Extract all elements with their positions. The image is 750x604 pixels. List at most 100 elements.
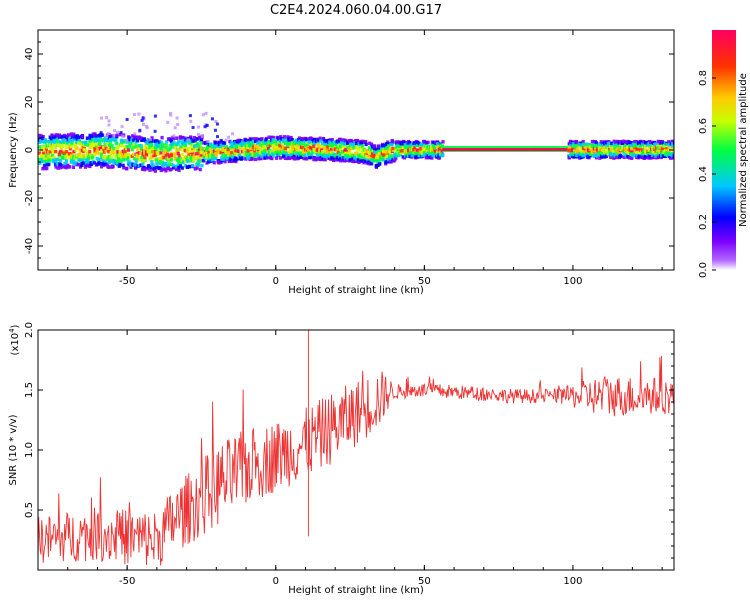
spectrogram-cell — [278, 156, 283, 160]
spectrogram-cell — [574, 139, 579, 144]
spectrogram-cell — [451, 146, 455, 149]
spectrogram-cell — [638, 144, 642, 148]
spectrogram-cell — [631, 148, 635, 153]
spectrogram-cell — [319, 157, 323, 162]
spectrogram-cell — [272, 139, 277, 143]
spectrogram-ytick-label: -40 — [24, 238, 35, 254]
spectrogram-cell — [112, 161, 116, 165]
spectrogram-cell — [143, 151, 147, 155]
spectrogram-cell — [162, 167, 166, 171]
spectrogram-cell — [89, 162, 93, 167]
spectrogram-cell — [333, 147, 337, 151]
spectrogram-cell — [462, 146, 466, 149]
spectrogram-cell — [149, 165, 154, 169]
spectrogram-cell — [434, 140, 438, 145]
spectrogram-cell — [305, 137, 309, 142]
spectrogram-cell — [89, 153, 93, 158]
spectrogram-cell — [609, 155, 613, 159]
spectrogram-cell — [134, 144, 138, 148]
spectrogram-cell — [105, 116, 109, 120]
spectrogram-cell — [344, 151, 348, 155]
spectrogram-cell — [54, 149, 58, 154]
spectrogram-cell — [226, 147, 231, 151]
spectrogram-cell — [69, 142, 74, 146]
spectrogram-cell — [66, 133, 71, 137]
spectrogram-cell — [232, 155, 236, 160]
spectrogram-cell — [38, 151, 42, 155]
spectrogram-cell — [136, 154, 140, 159]
spectrogram-cell — [205, 148, 209, 152]
spectrogram-cell — [201, 158, 205, 163]
spectrogram-cell — [158, 160, 162, 164]
spectrogram-cell — [118, 162, 122, 167]
spectrogram-cell — [153, 158, 157, 162]
spectrogram-cell — [533, 146, 537, 149]
spectrogram-cell — [45, 150, 49, 155]
spectrogram-cell — [118, 150, 122, 154]
spectrogram-cell — [567, 153, 571, 158]
spectrogram-cell — [665, 147, 669, 151]
spectrogram-cell — [223, 159, 227, 164]
spectrogram-cell — [145, 126, 149, 130]
spectrogram-cell — [242, 153, 246, 157]
spectrogram-cell — [119, 138, 123, 143]
spectrogram-cell — [199, 153, 203, 157]
spectrogram-cell — [295, 148, 299, 152]
spectrogram-cell — [178, 164, 183, 168]
spectrogram-cell — [588, 152, 593, 156]
spectrogram-cell — [137, 135, 141, 139]
spectrogram-cell — [39, 135, 43, 139]
spectrogram-cell — [198, 159, 202, 163]
spectrogram-cell — [294, 138, 298, 143]
spectrogram-cell — [626, 150, 630, 155]
spectrogram-cell — [51, 136, 56, 140]
spectrogram-cell — [174, 167, 179, 171]
spectrogram-cell — [257, 146, 261, 150]
spectrogram-cell — [236, 149, 240, 153]
spectrogram-cell — [94, 137, 98, 141]
spectrogram-cell — [223, 141, 227, 145]
spectrogram-cell — [168, 147, 172, 151]
spectrogram-cell — [176, 142, 180, 146]
spectrogram-cell — [69, 144, 74, 149]
spectrogram-cell — [363, 159, 367, 164]
spectrogram-cell — [385, 154, 389, 159]
spectrogram-cell — [281, 154, 286, 158]
spectrogram-cell — [64, 161, 68, 165]
spectrogram-cell — [51, 143, 56, 147]
spectrogram-cell — [110, 165, 114, 169]
spectrogram-cell — [406, 152, 410, 157]
spectrogram-cell — [235, 157, 239, 161]
spectrogram-cell — [83, 165, 88, 169]
spectrogram-cell — [121, 163, 125, 168]
spectrogram-cell — [253, 157, 258, 162]
spectrogram-cell — [161, 142, 165, 147]
spectrogram-cell — [53, 140, 57, 144]
spectrogram-cell — [61, 144, 65, 148]
spectrogram-cell — [93, 152, 97, 156]
spectrogram-cell — [321, 150, 325, 154]
snr-ylabel: SNR (10 * v/v) — [8, 414, 19, 485]
spectrogram-cell — [224, 144, 228, 149]
snr-ytick-label: 2.0 — [24, 322, 35, 338]
spectrogram-cell — [633, 143, 638, 147]
spectrogram-cell — [132, 157, 137, 161]
spectrogram-cell — [125, 145, 129, 149]
spectrogram-cell — [52, 158, 56, 162]
spectrogram-cell — [289, 141, 293, 146]
spectrogram-cell — [235, 141, 239, 145]
spectrogram-cell — [52, 155, 56, 160]
spectrogram-cell — [649, 154, 653, 159]
spectrogram-axes: -50 0 50 100 -40 -20 0 20 40 — [24, 29, 674, 287]
spectrogram-cell — [253, 139, 258, 143]
spectrogram-cell — [191, 125, 195, 129]
spectrogram-cell — [121, 149, 125, 154]
spectrogram-cell — [569, 142, 573, 147]
spectrogram-cell — [169, 113, 173, 117]
spectrogram-cell — [99, 132, 103, 136]
spectrogram-cell — [387, 141, 391, 146]
spectrogram-cell — [651, 149, 655, 153]
spectrogram-cell — [369, 155, 373, 160]
spectrogram-cell — [654, 142, 658, 146]
spectrogram-cell — [415, 148, 419, 152]
